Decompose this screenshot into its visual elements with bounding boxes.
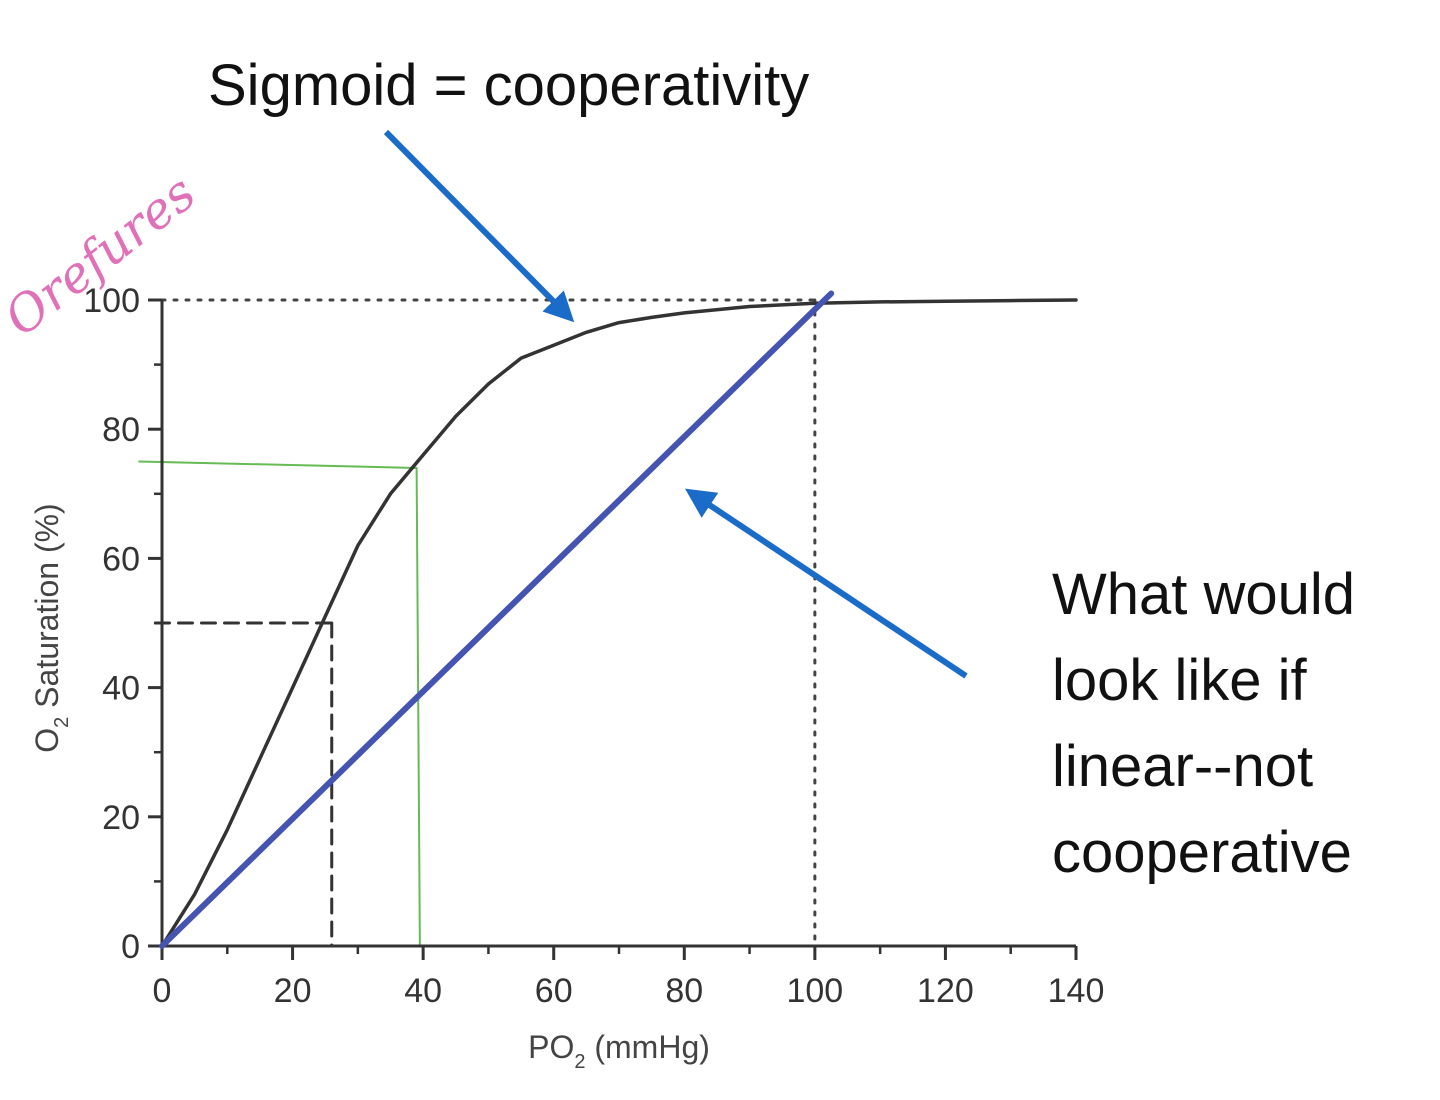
linear-annotation-line-1: What would (1052, 562, 1356, 627)
reference-line-solid (415, 466, 421, 947)
reference-line-solid (138, 460, 418, 469)
x-tick-label: 60 (535, 972, 573, 1010)
x-tick-label: 80 (665, 972, 703, 1010)
x-axis-title: PO2 (mmHg) (528, 1029, 710, 1073)
y-axis-title: O2 Saturation (%) (29, 503, 73, 752)
x-tick-label: 100 (786, 972, 843, 1010)
linear-annotation-line-3: linear--not (1052, 734, 1314, 799)
x-tick-label: 140 (1048, 972, 1105, 1010)
sigmoid-arrow (383, 129, 575, 323)
x-axis-title-subscript: 2 (574, 1051, 585, 1073)
x-tick-label: 120 (917, 972, 974, 1010)
reference-lines (138, 298, 817, 948)
x-axis-title-unit: (mmHg) (585, 1029, 709, 1065)
y-tick-label: 100 (83, 282, 140, 320)
y-axis-title-rest: Saturation (%) (29, 503, 65, 716)
x-tick-label: 40 (404, 972, 442, 1010)
annotation-arrows (383, 129, 968, 679)
x-tick-label: 0 (153, 972, 172, 1010)
linear-annotation-line-4: cooperative (1052, 820, 1352, 885)
sigmoid-curve (160, 298, 1078, 948)
y-tick-label: 20 (102, 799, 140, 837)
x-axis-title-main: PO (528, 1029, 574, 1065)
linear-annotation-line-2: look like if (1052, 648, 1307, 713)
x-tick-label: 20 (274, 972, 312, 1010)
y-tick-label: 80 (102, 411, 140, 449)
y-axis-title-subscript: 2 (51, 717, 73, 728)
y-tick-label: 0 (121, 928, 140, 966)
y-axis-title-main: O (29, 728, 65, 753)
y-tick-label: 40 (102, 670, 140, 708)
chart-series (159, 290, 1078, 949)
y-tick-label: 60 (102, 540, 140, 578)
linear-arrow (685, 488, 968, 679)
sigmoid-annotation: Sigmoid = cooperativity (208, 53, 810, 118)
linear-line (159, 290, 835, 949)
linear-annotation: What would look like if linear--not coop… (1052, 552, 1355, 896)
